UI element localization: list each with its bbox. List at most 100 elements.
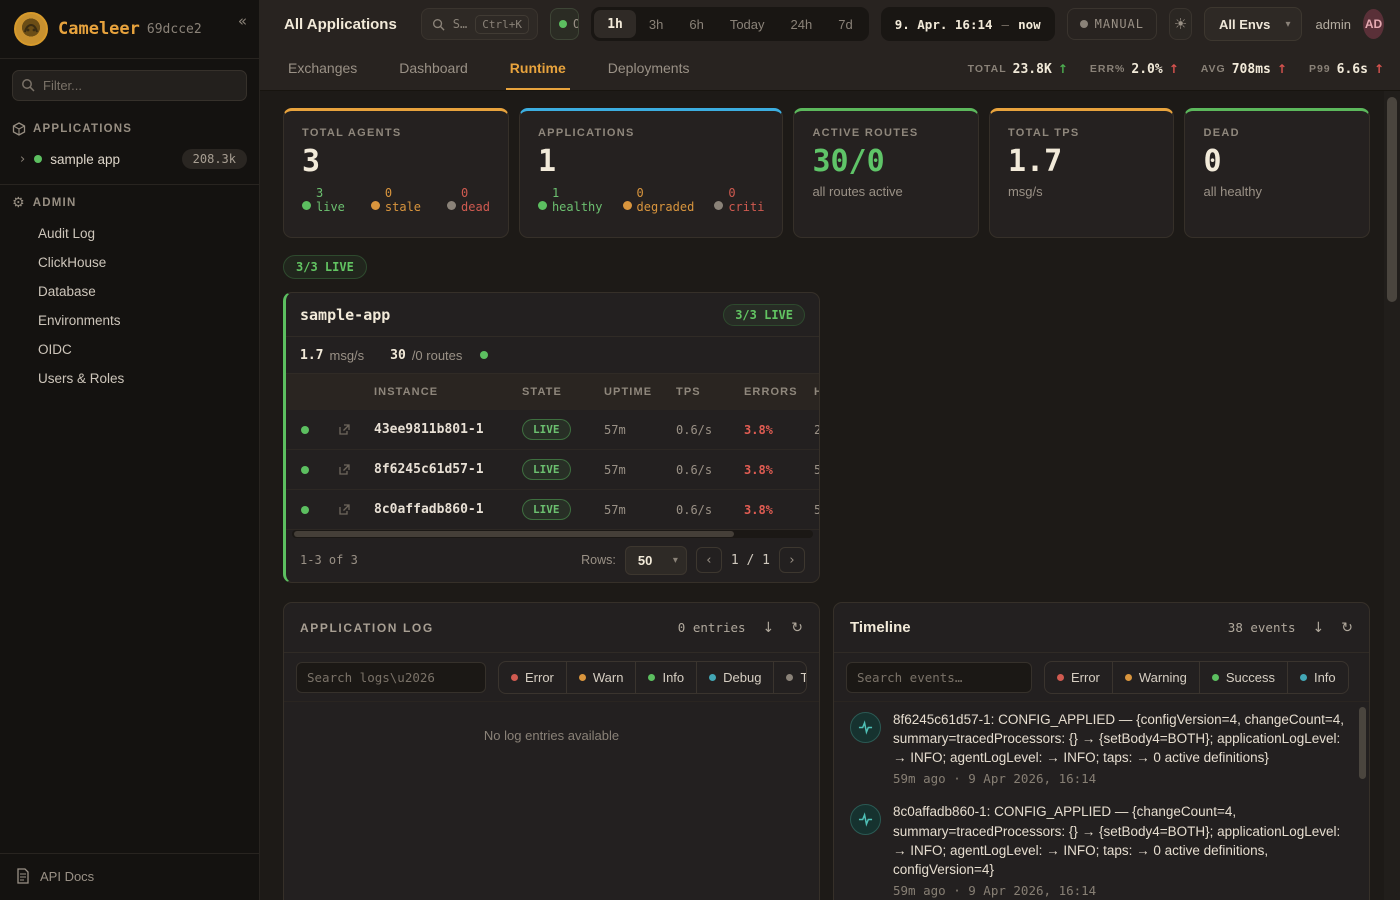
online-status-button[interactable]: O: [550, 8, 580, 40]
arrow-up-icon: ↑: [1276, 62, 1287, 76]
col-tps: TPS: [676, 386, 701, 398]
filter-info[interactable]: Info: [635, 661, 696, 693]
stat-num: 3: [316, 186, 324, 200]
table-row[interactable]: 8c0affadb860-1 LIVE 57m 0.6/s 3.8% 5: [286, 490, 819, 530]
stat-num: 1: [551, 186, 560, 200]
api-docs-link[interactable]: API Docs: [0, 853, 259, 900]
stat-label: healthy: [551, 199, 603, 214]
document-icon: [17, 868, 29, 884]
tab-dashboard[interactable]: Dashboard: [399, 60, 468, 76]
stat-cards: TOTAL AGENTS 3 3 live 0 stale 0 dead APPLIC…: [283, 108, 1370, 238]
filter-error[interactable]: Error: [499, 662, 566, 693]
external-link-icon[interactable]: [324, 503, 364, 516]
sidebar-item-clickhouse[interactable]: ClickHouse: [38, 255, 107, 270]
app-version: 69dcce2: [146, 21, 202, 37]
avatar[interactable]: AD: [1362, 9, 1384, 39]
table-row[interactable]: 43ee9811b801-1 LIVE 57m 0.6/s 3.8% 2: [286, 410, 819, 450]
metric-label: AVG: [1200, 63, 1226, 75]
tab-bar: Exchanges Dashboard Runtime Deployments …: [260, 48, 1400, 91]
time-range-today[interactable]: Today: [729, 16, 765, 32]
theme-toggle-button[interactable]: ☀: [1169, 8, 1193, 40]
time-range-6h[interactable]: 6h: [689, 16, 704, 32]
sidebar-item-users-roles[interactable]: Users & Roles: [38, 371, 125, 386]
time-range-7d[interactable]: 7d: [838, 16, 853, 32]
filter-warning[interactable]: Warning: [1111, 661, 1199, 693]
scrollbar-thumb[interactable]: [1387, 97, 1397, 302]
main-scrollbar[interactable]: [1384, 91, 1400, 900]
topbar: All Applications S… Ctrl+K O 1h 3h 6h To…: [260, 0, 1400, 48]
sidebar-item-environments[interactable]: Environments: [38, 313, 121, 328]
scrollbar-thumb[interactable]: [294, 531, 734, 537]
collapse-sidebar-icon[interactable]: «: [237, 12, 247, 30]
card-title: ACTIVE ROUTES: [812, 127, 919, 139]
tab-runtime[interactable]: Runtime: [505, 48, 570, 90]
prev-page-button[interactable]: ‹: [695, 547, 722, 573]
sidebar-item-database[interactable]: Database: [38, 284, 96, 299]
cube-icon: [12, 122, 26, 136]
date-range-display[interactable]: 9. Apr. 16:14 — now: [880, 7, 1055, 41]
card-title: TOTAL AGENTS: [302, 127, 402, 139]
time-range-3h[interactable]: 3h: [648, 16, 664, 32]
manual-refresh-toggle[interactable]: MANUAL: [1066, 8, 1157, 40]
filter-label: Warning: [1138, 669, 1187, 685]
tab-exchanges[interactable]: Exchanges: [288, 60, 358, 76]
filter-info[interactable]: Info: [1286, 661, 1348, 693]
rows-per-page-select[interactable]: 50 ▾: [624, 545, 687, 575]
filter-input[interactable]: [12, 70, 247, 101]
log-search-input[interactable]: [296, 661, 486, 693]
metric-label: ERR%: [1089, 63, 1126, 75]
sidebar-item-sample-app[interactable]: › sample app 208.3k: [0, 142, 259, 176]
online-label: O: [573, 17, 578, 31]
external-link-icon[interactable]: [324, 423, 364, 436]
log-level-filters: Error Warn Info Debug Trace: [498, 660, 807, 694]
filter-error[interactable]: Error: [1045, 662, 1112, 693]
timeline-scrollbar[interactable]: [1359, 703, 1366, 900]
cameleer-logo-icon: [14, 12, 48, 46]
refresh-icon[interactable]: ↻: [1341, 619, 1353, 636]
tab-deployments[interactable]: Deployments: [607, 60, 690, 76]
filter-label: Trace: [800, 670, 806, 685]
filter-label: Info: [662, 669, 685, 685]
search-icon: [21, 78, 35, 92]
scroll-to-bottom-icon[interactable]: ↓: [1312, 619, 1325, 636]
timeline-events-count: 38 events: [1227, 620, 1296, 635]
scrollbar-thumb[interactable]: [1359, 707, 1366, 779]
rows-per-page-label: Rows:: [581, 553, 616, 567]
timeline-event[interactable]: 8f6245c61d57-1: CONFIG_APPLIED — {config…: [850, 710, 1349, 786]
arrow-up-icon: ↑: [1057, 62, 1068, 76]
timeline-search-input[interactable]: [846, 661, 1032, 693]
timeline-event[interactable]: 8c0affadb860-1: CONFIG_APPLIED — {change…: [850, 802, 1349, 898]
timeline-events: 8f6245c61d57-1: CONFIG_APPLIED — {config…: [834, 702, 1369, 900]
col-uptime: UPTIME: [604, 386, 653, 398]
sidebar-item-oidc[interactable]: OIDC: [38, 342, 72, 357]
table-row[interactable]: 8f6245c61d57-1 LIVE 57m 0.6/s 3.8% 5: [286, 450, 819, 490]
time-range-24h[interactable]: 24h: [790, 16, 813, 32]
external-link-icon[interactable]: [324, 463, 364, 476]
next-page-button[interactable]: ›: [779, 547, 805, 573]
stat-label: criti: [728, 199, 765, 214]
filter-success[interactable]: Success: [1198, 661, 1287, 693]
page-indicator: 1 / 1: [730, 552, 770, 568]
horizontal-scrollbar[interactable]: [292, 530, 813, 538]
filter-debug[interactable]: Debug: [696, 661, 773, 693]
search-placeholder-text: S…: [452, 17, 468, 31]
card-value: 1.7: [1007, 144, 1063, 179]
refresh-icon[interactable]: ↻: [791, 619, 803, 636]
environment-select[interactable]: All Envs ▾: [1204, 7, 1302, 41]
filter-warn[interactable]: Warn: [565, 661, 636, 693]
status-dot-green: [34, 155, 43, 163]
time-range-1h[interactable]: 1h: [594, 10, 636, 38]
sidebar-item-audit-log[interactable]: Audit Log: [38, 226, 96, 241]
stat-num: 0: [461, 186, 469, 200]
card-title: APPLICATIONS: [537, 127, 635, 139]
chevron-right-icon[interactable]: ›: [20, 151, 26, 167]
scroll-to-bottom-icon[interactable]: ↓: [762, 619, 775, 636]
filter-trace[interactable]: Trace: [773, 661, 806, 693]
main-content: TOTAL AGENTS 3 3 live 0 stale 0 dead APPLIC…: [260, 91, 1384, 900]
col-instance: INSTANCE: [374, 386, 439, 398]
instance-status-dot: [301, 465, 309, 474]
card-value: 30/0: [812, 144, 885, 179]
stat-num: 0: [384, 186, 393, 200]
global-search-button[interactable]: S… Ctrl+K: [420, 8, 538, 40]
card-total-tps: TOTAL TPS 1.7 msg/s: [988, 108, 1175, 238]
